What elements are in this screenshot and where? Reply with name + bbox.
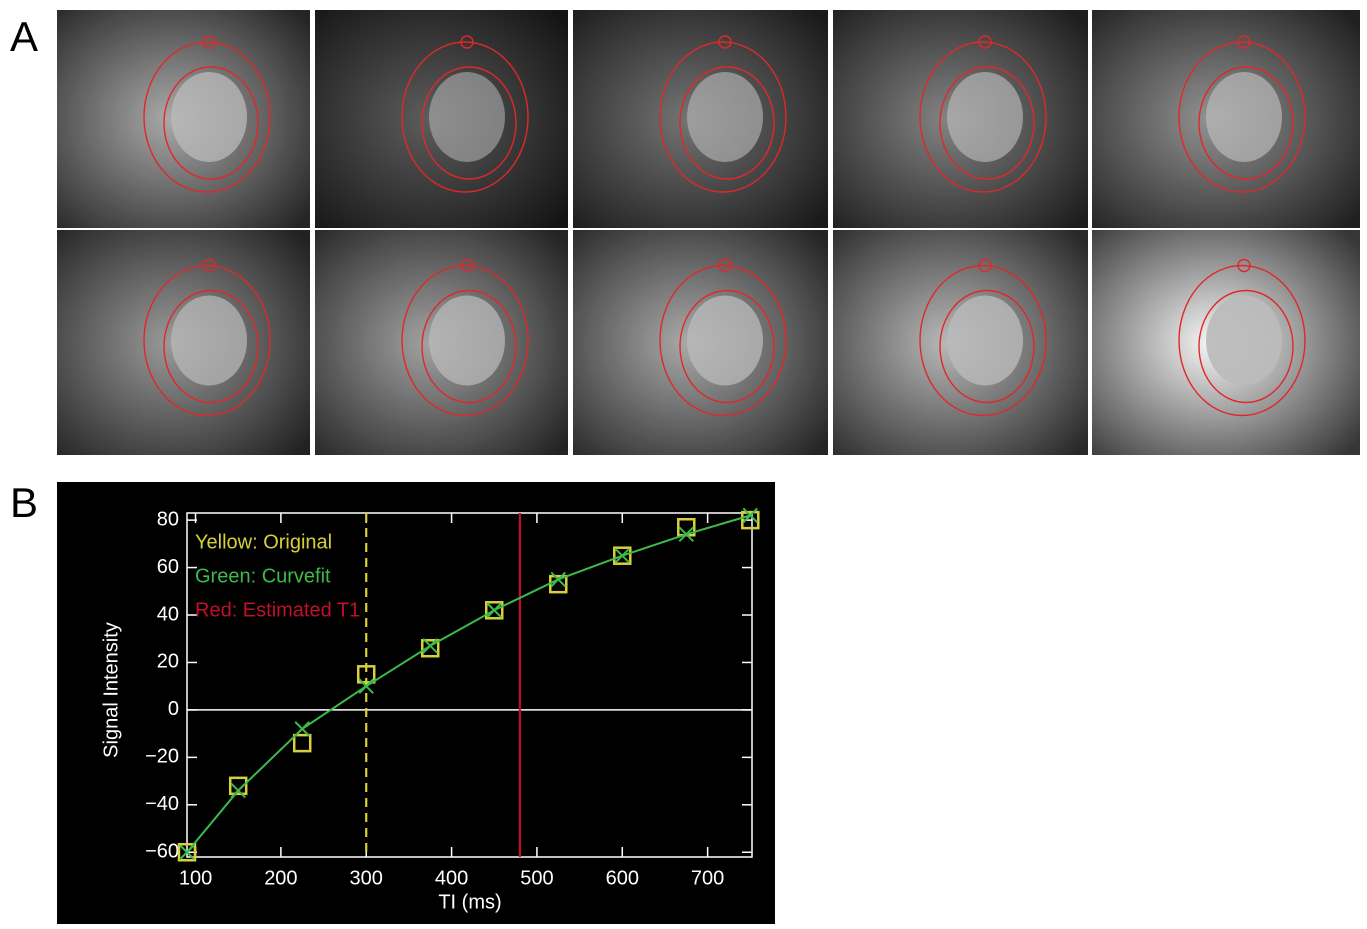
mri-tile: [315, 230, 568, 455]
blood-pool: [429, 72, 505, 162]
panel-label: A: [10, 13, 38, 60]
mri-tile: [1092, 230, 1360, 455]
figure: A B Signal Intensity TI (ms) −60 −40 −20 0 2…: [0, 0, 1367, 924]
blood-pool: [687, 72, 763, 162]
mri-grid: [57, 10, 1360, 455]
legend-entry: Yellow: Original: [195, 531, 332, 553]
y-tick-label: 40: [157, 603, 179, 625]
x-tick-label: 200: [264, 867, 297, 889]
blood-pool: [171, 72, 247, 162]
mri-tile: [833, 10, 1088, 228]
mri-tile: [573, 230, 828, 455]
y-tick-label: −60: [145, 841, 179, 863]
mri-tile: [57, 230, 310, 455]
mri-tile: [57, 10, 310, 228]
blood-pool: [687, 296, 763, 386]
blood-pool: [947, 296, 1023, 386]
y-tick-label: −40: [145, 793, 179, 815]
x-tick-label: 300: [350, 867, 383, 889]
blood-pool: [429, 296, 505, 386]
y-tick-label: 0: [168, 698, 179, 720]
blood-pool: [1206, 72, 1282, 162]
y-tick-label: −20: [145, 746, 179, 768]
x-tick-label: 400: [435, 867, 468, 889]
x-tick-label: 700: [691, 867, 724, 889]
blood-pool: [171, 296, 247, 386]
y-tick-label: 80: [157, 508, 179, 530]
x-axis-label: TI (ms): [438, 891, 501, 913]
y-tick-label: 60: [157, 556, 179, 578]
mri-tile: [1092, 10, 1360, 228]
y-tick-label: 20: [157, 651, 179, 673]
legend-entry: Green: Curvefit: [195, 565, 331, 587]
mri-tile: [315, 10, 568, 228]
x-tick-label: 600: [606, 867, 639, 889]
blood-pool: [947, 72, 1023, 162]
x-tick-label: 100: [179, 867, 212, 889]
legend-entry: Red: Estimated T1: [195, 599, 360, 621]
y-axis-label: Signal Intensity: [100, 622, 122, 758]
mri-tile: [573, 10, 828, 228]
panel-label: B: [10, 479, 38, 526]
x-tick-label: 500: [520, 867, 553, 889]
blood-pool: [1206, 296, 1282, 386]
mri-tile: [833, 230, 1088, 455]
